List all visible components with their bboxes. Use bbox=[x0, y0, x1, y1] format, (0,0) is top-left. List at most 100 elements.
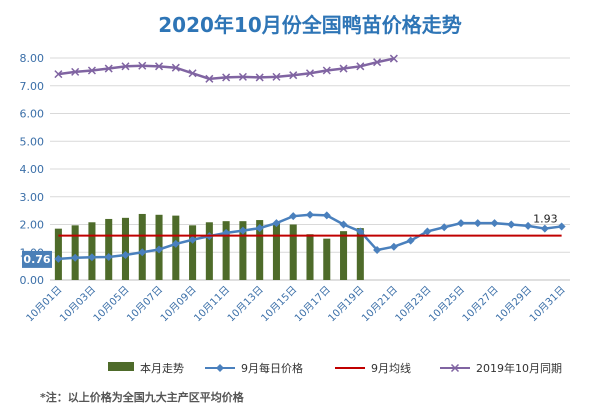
y-tick-label: 3.00 bbox=[20, 191, 45, 204]
bar-series bbox=[54, 213, 364, 280]
point-marker bbox=[322, 66, 331, 75]
point-marker bbox=[440, 223, 449, 232]
legend-label: 本月走势 bbox=[140, 361, 184, 375]
bar bbox=[105, 218, 113, 280]
end-value-label: 1.93 bbox=[533, 212, 558, 225]
bar bbox=[356, 228, 364, 280]
bar bbox=[289, 224, 297, 280]
point-marker bbox=[255, 224, 264, 233]
legend-swatch bbox=[108, 362, 134, 371]
start-value-label: 0.76 bbox=[23, 253, 50, 266]
point-marker bbox=[339, 64, 348, 73]
point-marker bbox=[507, 220, 516, 229]
point-marker bbox=[473, 219, 482, 228]
x-tick-label: 10月09日 bbox=[158, 284, 199, 325]
point-marker bbox=[104, 252, 113, 261]
point-marker bbox=[289, 212, 298, 221]
point-marker bbox=[272, 219, 281, 228]
point-marker bbox=[138, 61, 147, 70]
legend-label: 9月每日价格 bbox=[241, 361, 303, 375]
point-marker bbox=[138, 248, 147, 257]
x-tick-label: 10月07日 bbox=[125, 284, 166, 325]
point-marker bbox=[373, 58, 382, 67]
point-marker bbox=[406, 236, 415, 245]
x-tick-label: 10月31日 bbox=[527, 284, 568, 325]
bar bbox=[121, 217, 130, 280]
point-marker bbox=[155, 62, 164, 71]
point-marker bbox=[490, 219, 499, 228]
bar bbox=[88, 222, 96, 280]
footnote: *注：以上价格为全国九大主产区平均价格 bbox=[40, 390, 245, 404]
y-tick-label: 4.00 bbox=[20, 163, 45, 176]
point-marker bbox=[171, 63, 180, 72]
point-marker bbox=[456, 219, 465, 228]
point-marker bbox=[356, 62, 365, 71]
point-marker bbox=[389, 242, 398, 251]
point-marker bbox=[289, 71, 298, 80]
start-value-label-box bbox=[22, 250, 52, 268]
point-marker bbox=[423, 227, 432, 236]
point-marker bbox=[104, 64, 113, 73]
point-marker bbox=[155, 245, 164, 254]
point-marker bbox=[121, 251, 130, 260]
point-marker bbox=[306, 210, 314, 219]
y-tick-label: 5.00 bbox=[20, 135, 45, 148]
point-marker bbox=[389, 54, 398, 63]
bar bbox=[340, 231, 348, 280]
y-tick-label: 0.00 bbox=[20, 274, 45, 287]
legend-marker bbox=[216, 364, 224, 372]
x-axis: 10月01日10月03日10月05日10月07日10月09日10月11日10月1… bbox=[24, 284, 568, 325]
bar bbox=[138, 213, 146, 280]
point-marker bbox=[205, 74, 214, 83]
x-tick-label: 10月27日 bbox=[460, 284, 501, 325]
point-marker bbox=[339, 220, 348, 229]
legend-label: 9月均线 bbox=[371, 361, 411, 375]
x-tick-label: 10月11日 bbox=[192, 284, 233, 325]
point-marker bbox=[87, 66, 96, 75]
point-marker bbox=[188, 235, 197, 244]
legend: 本月走势 9月每日价格 9月均线 2019年10月同期 bbox=[108, 361, 562, 375]
line-series bbox=[54, 54, 566, 263]
x-tick-label: 10月29日 bbox=[494, 284, 535, 325]
bar bbox=[205, 222, 213, 280]
point-marker bbox=[524, 221, 533, 230]
point-marker bbox=[222, 73, 231, 82]
y-tick-label: 6.00 bbox=[20, 108, 45, 121]
point-marker bbox=[373, 246, 382, 255]
point-marker bbox=[121, 62, 130, 71]
point-marker bbox=[71, 253, 80, 262]
point-marker bbox=[54, 70, 63, 79]
bar bbox=[71, 225, 79, 280]
x-tick-label: 10月15日 bbox=[259, 284, 300, 325]
x-tick-label: 10月25日 bbox=[426, 284, 467, 325]
point-marker bbox=[305, 69, 315, 78]
bar bbox=[272, 223, 280, 280]
point-marker bbox=[255, 73, 264, 82]
point-marker bbox=[171, 239, 180, 248]
point-marker bbox=[272, 72, 281, 81]
bar bbox=[222, 221, 230, 280]
point-marker bbox=[540, 224, 549, 233]
bar bbox=[189, 225, 197, 280]
x-tick-label: 10月13日 bbox=[225, 284, 266, 325]
point-marker bbox=[322, 211, 331, 220]
bar bbox=[239, 221, 247, 280]
y-tick-label: 8.00 bbox=[20, 52, 45, 65]
chart-title: 2020年10月份全国鸭苗价格走势 bbox=[158, 13, 462, 37]
point-marker bbox=[238, 72, 247, 81]
point-marker bbox=[557, 222, 566, 231]
legend-marker bbox=[450, 363, 460, 373]
bar bbox=[54, 228, 62, 280]
point-marker bbox=[71, 67, 80, 76]
point-marker bbox=[87, 253, 96, 262]
point-marker bbox=[238, 226, 247, 235]
bar bbox=[323, 238, 331, 280]
x-tick-label: 10月05日 bbox=[91, 284, 132, 325]
bar bbox=[256, 220, 264, 280]
y-tick-label: 7.00 bbox=[20, 80, 45, 93]
y-tick-label: 2.00 bbox=[20, 219, 45, 232]
point-marker bbox=[188, 69, 197, 78]
point-marker bbox=[54, 254, 63, 263]
x-tick-label: 10月17日 bbox=[292, 284, 333, 325]
